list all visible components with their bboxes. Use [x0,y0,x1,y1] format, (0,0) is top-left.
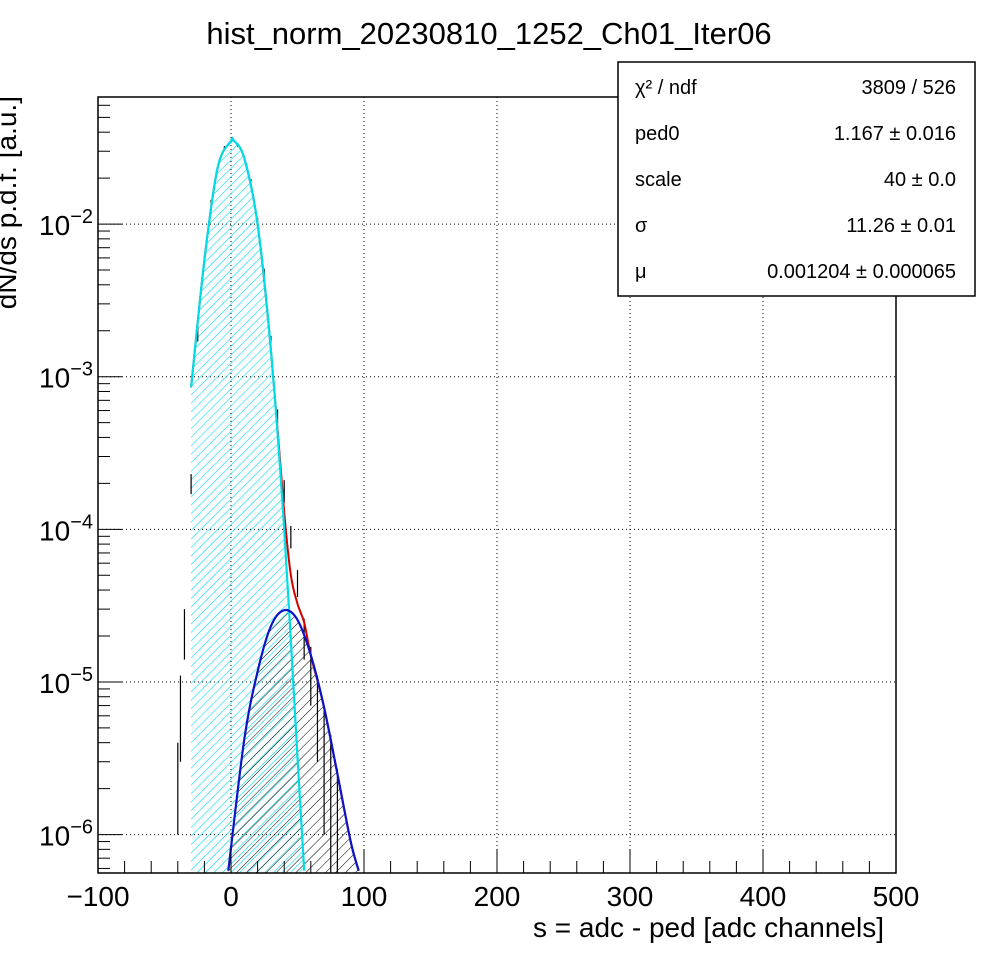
x-tick-label: 200 [474,881,521,912]
x-axis-label: s = adc - ped [adc channels] [533,912,884,943]
stats-label: scale [635,169,682,191]
x-tick-label: 0 [223,881,239,912]
stats-value: 0.001204 ± 0.000065 [767,261,956,283]
fit-curves [190,136,360,871]
y-axis-label: dN/ds p.d.f. [a.u.] [0,96,22,309]
stats-value: 40 ± 0.0 [884,169,956,191]
stats-value: 11.26 ± 0.01 [846,215,956,237]
y-tick-label: 10−2 [39,206,93,241]
y-tick-label: 10−5 [39,664,93,699]
signal-curve [227,608,360,871]
y-tick-label: 10−6 [39,817,93,852]
y-tick-label: 10−3 [39,359,93,394]
y-tick-labels: 10−6 10−5 10−4 10−3 10−2 [39,206,93,852]
axis-ticks [97,104,897,873]
pedestal-curve [190,136,306,871]
chart-title: hist_norm_20230810_1252_Ch01_Iter06 [206,16,771,51]
stats-label: μ [635,261,647,283]
stats-label: ped0 [635,123,680,145]
stats-label: χ² / ndf [635,77,697,99]
x-tick-label: 100 [341,881,388,912]
signal-fill [228,610,359,873]
stats-value: 1.167 ± 0.016 [834,123,956,145]
x-tick-label: 500 [873,881,920,912]
x-tick-label: 400 [740,881,787,912]
stats-label: σ [635,215,648,237]
y-tick-label: 10−4 [39,511,93,546]
stats-value: 3809 / 526 [861,77,956,99]
x-tick-labels: −100 0 100 200 300 400 500 [66,881,919,912]
fit-components [191,137,359,873]
x-tick-label: 300 [607,881,654,912]
x-tick-label: −100 [66,881,129,912]
stats-box: χ² / ndf 3809 / 526 ped0 1.167 ± 0.016 scale… [617,61,976,297]
